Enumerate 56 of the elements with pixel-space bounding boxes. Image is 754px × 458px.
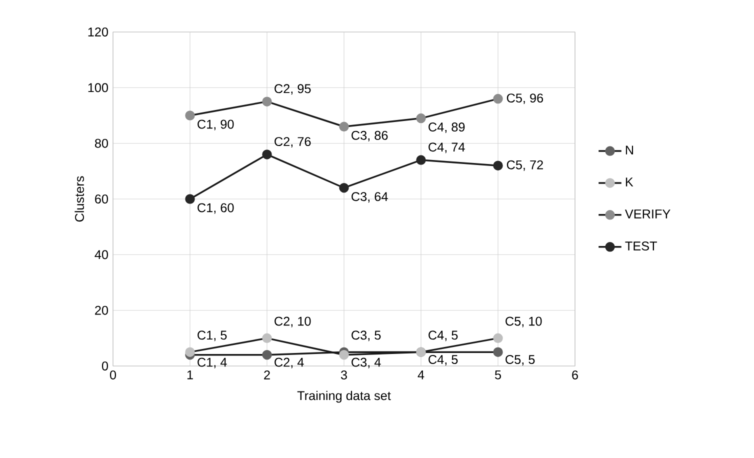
x-tick-label: 1 <box>187 370 193 380</box>
point <box>262 96 272 106</box>
data-label: C2, 10 <box>274 316 311 328</box>
data-label: C1, 90 <box>198 120 234 130</box>
data-label: C3, 5 <box>352 330 381 342</box>
y-tick-label: 40 <box>94 250 108 260</box>
data-label: C5, 10 <box>506 316 542 328</box>
y-axis-title: Clusters <box>74 176 84 222</box>
point <box>493 347 503 357</box>
point <box>339 182 349 193</box>
data-label: C2, 95 <box>274 84 311 95</box>
data-label: C4, 5 <box>428 330 458 342</box>
point <box>339 122 349 132</box>
legend-label: VERIFY <box>624 210 670 218</box>
data-label: C3, 64 <box>352 192 388 203</box>
point <box>262 150 272 160</box>
data-label: C5, 72 <box>506 160 543 171</box>
point <box>493 333 503 344</box>
data-label: C1, 5 <box>198 330 227 342</box>
point <box>493 94 503 104</box>
x-tick-label: 6 <box>572 370 578 380</box>
data-label: C3, 4 <box>352 358 381 368</box>
y-tick-label: 20 <box>95 306 108 315</box>
y-tick-label: 0 <box>102 362 108 370</box>
legend-label: K <box>626 178 634 186</box>
point <box>416 113 426 124</box>
x-tick-label: 5 <box>494 370 502 380</box>
x-axis-title: Training data set <box>297 390 391 403</box>
data-label: C5, 5 <box>506 355 535 366</box>
y-tick-label: 80 <box>94 138 108 148</box>
data-label: C1, 4 <box>198 358 227 368</box>
point <box>262 333 272 344</box>
data-label: C3, 86 <box>352 130 388 142</box>
x-tick-label: 4 <box>418 370 424 380</box>
point <box>339 350 349 360</box>
legend-label: TEST <box>625 242 657 251</box>
data-label: C4, 89 <box>428 122 465 134</box>
data-label: C5, 96 <box>506 94 544 104</box>
y-tick-label: 60 <box>95 194 108 204</box>
point <box>185 347 195 357</box>
point <box>185 110 195 120</box>
y-tick-label: 120 <box>88 28 108 36</box>
x-tick-label: 3 <box>340 370 347 380</box>
legend-label: N <box>626 146 634 154</box>
x-tick-label: 2 <box>264 370 270 380</box>
point <box>493 160 503 170</box>
point <box>185 194 195 204</box>
data-label: C1, 60 <box>198 203 234 214</box>
data-label: C2, 4 <box>274 358 304 368</box>
data-label: C4, 74 <box>428 142 465 154</box>
point <box>416 155 426 165</box>
x-tick-label: 0 <box>110 370 116 380</box>
data-label: C2, 76 <box>274 137 311 148</box>
point <box>262 350 272 360</box>
y-tick-label: 100 <box>88 83 108 92</box>
data-label: C4, 5 <box>428 355 458 366</box>
